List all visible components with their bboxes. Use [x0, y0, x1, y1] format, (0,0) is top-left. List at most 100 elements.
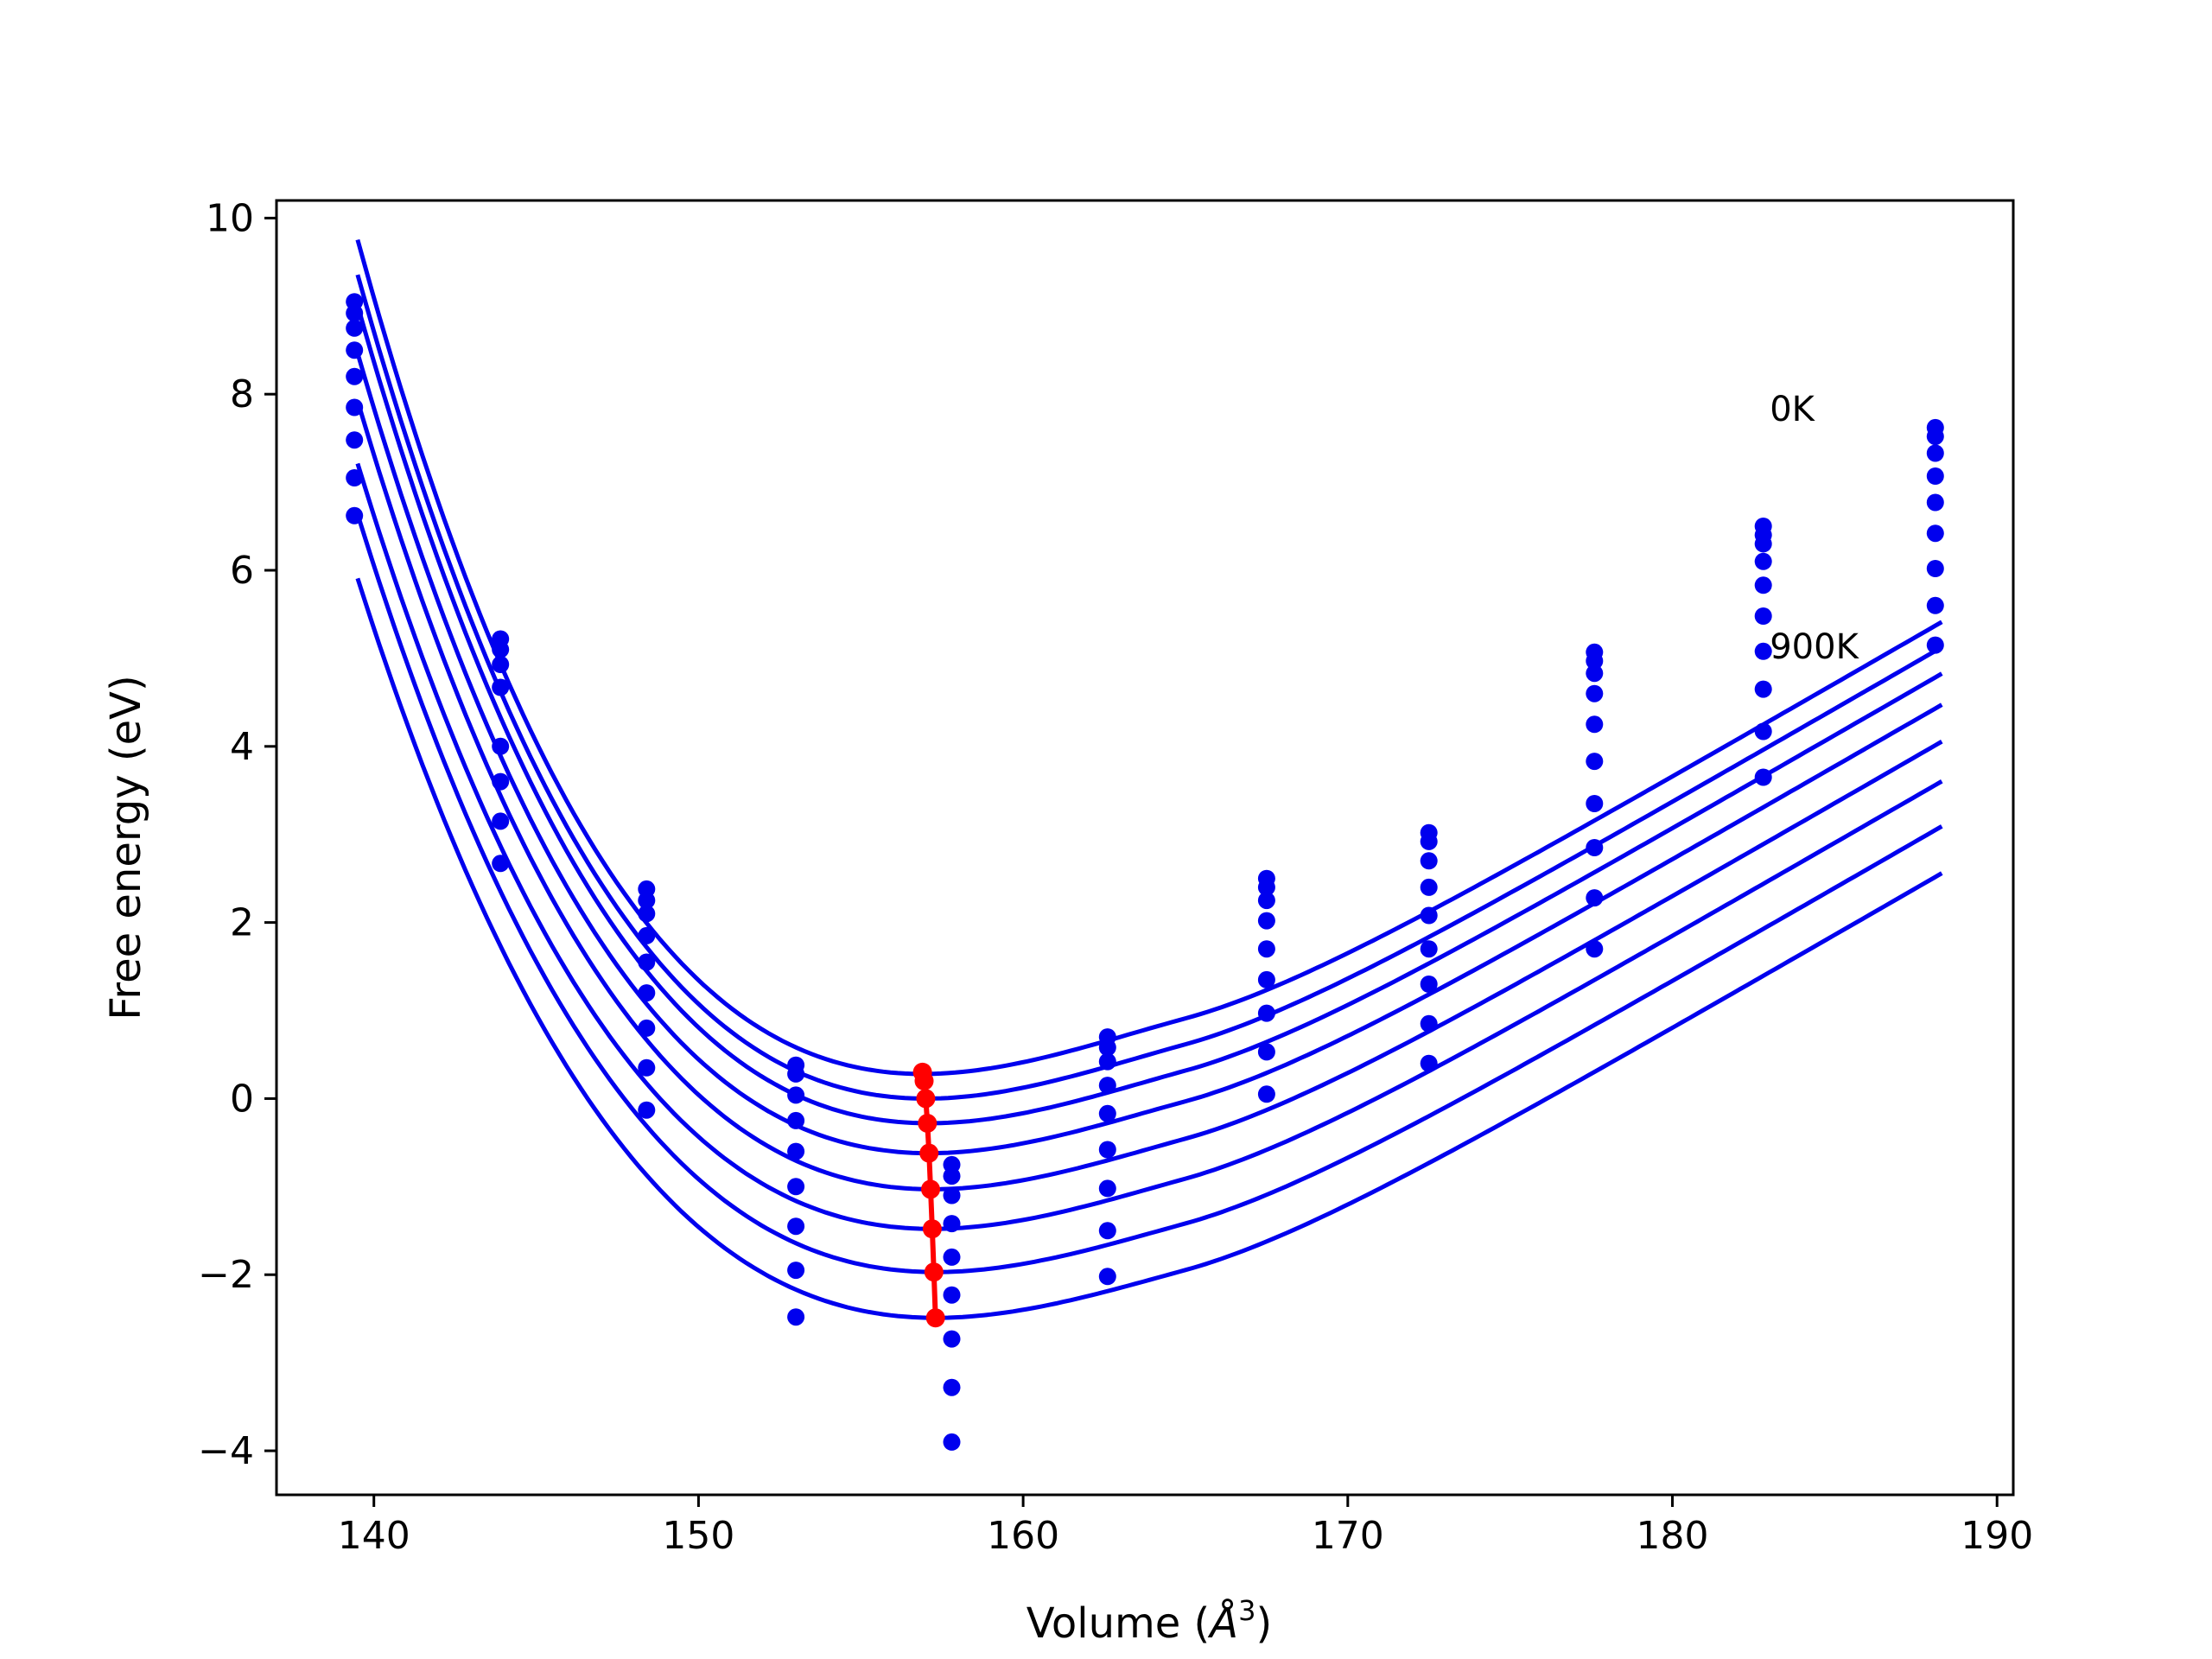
- data-point: [787, 1178, 805, 1196]
- data-point: [1098, 1052, 1116, 1071]
- minima-point: [914, 1071, 934, 1090]
- data-point: [787, 1308, 805, 1326]
- fit-curve-2: [355, 304, 1943, 1126]
- data-points: [346, 293, 1944, 1451]
- curve-annotation: 0K: [1770, 390, 1815, 429]
- data-point: [1257, 878, 1275, 896]
- fit-curve-4: [355, 400, 1943, 1192]
- data-point: [1098, 1039, 1116, 1057]
- data-point: [492, 855, 510, 873]
- data-point: [1754, 722, 1772, 741]
- data-point: [1420, 832, 1438, 850]
- data-point: [346, 431, 364, 449]
- minima-point: [921, 1179, 940, 1199]
- data-point: [1926, 524, 1944, 543]
- data-point: [787, 1262, 805, 1280]
- data-point: [346, 367, 364, 385]
- plot-frame: [275, 199, 2015, 1497]
- data-point: [1926, 467, 1944, 485]
- x-tick-label: 170: [1312, 1514, 1384, 1558]
- data-point: [638, 1019, 656, 1037]
- y-tick-label: −2: [198, 1253, 254, 1297]
- fit-curve-1: [355, 274, 1943, 1101]
- data-point: [1926, 560, 1944, 577]
- data-point: [1586, 715, 1604, 734]
- y-tick-label: 10: [206, 196, 254, 240]
- data-point: [943, 1433, 961, 1451]
- data-point: [1257, 1085, 1275, 1103]
- y-tick-label: 8: [230, 372, 254, 416]
- data-point: [1098, 1179, 1116, 1198]
- data-point: [638, 984, 656, 1002]
- fit-curve-5: [355, 462, 1943, 1231]
- data-point: [943, 1378, 961, 1396]
- data-point: [346, 469, 364, 486]
- data-point: [492, 812, 510, 830]
- x-tick-label: 160: [987, 1514, 1059, 1558]
- x-tick-label: 140: [338, 1514, 410, 1558]
- data-point: [1420, 878, 1438, 896]
- data-point: [1754, 768, 1772, 786]
- data-point: [1257, 1043, 1275, 1061]
- annotations: 0K 900K: [1770, 390, 1859, 667]
- y-axis-label: Free energy (eV): [102, 675, 150, 1020]
- fit-curve-3: [355, 353, 1943, 1156]
- y-axis: −4 −2 0 2 4 6 8 10: [198, 196, 276, 1473]
- data-point: [1754, 607, 1772, 625]
- data-point: [638, 953, 656, 971]
- data-point: [1420, 906, 1438, 925]
- minima-point: [924, 1262, 944, 1282]
- data-point: [1926, 493, 1944, 512]
- data-point: [346, 319, 364, 337]
- data-point: [638, 926, 656, 944]
- x-axis-label-exponent: 3: [1238, 1594, 1255, 1627]
- fit-curve-0: [355, 238, 1943, 1077]
- data-point: [1098, 1141, 1116, 1159]
- data-point: [1586, 940, 1604, 958]
- data-point: [1257, 1004, 1275, 1022]
- data-point: [492, 772, 510, 791]
- data-point: [346, 398, 364, 416]
- minima-point: [918, 1114, 938, 1133]
- y-tick-label: −4: [198, 1429, 254, 1473]
- data-point: [492, 737, 510, 755]
- data-point: [1098, 1268, 1116, 1286]
- data-point: [1754, 535, 1772, 553]
- data-point: [1257, 892, 1275, 910]
- data-point: [638, 905, 656, 923]
- x-tick-label: 190: [1961, 1514, 2033, 1558]
- data-point: [943, 1330, 961, 1348]
- data-point: [1926, 596, 1944, 614]
- data-point: [943, 1215, 961, 1233]
- y-tick-label: 2: [230, 901, 254, 945]
- data-point: [1257, 940, 1275, 958]
- data-point: [492, 656, 510, 673]
- data-point: [787, 1111, 805, 1129]
- data-point: [787, 1142, 805, 1160]
- x-axis: 140 150 160 170 180 190: [338, 1495, 2033, 1558]
- data-point: [1420, 940, 1438, 958]
- data-point: [1420, 1014, 1438, 1033]
- minima-point: [916, 1089, 936, 1109]
- data-point: [638, 892, 656, 910]
- data-point: [1586, 839, 1604, 856]
- data-point: [1926, 428, 1944, 446]
- data-point: [1420, 852, 1438, 870]
- data-point: [1754, 642, 1772, 660]
- data-point: [492, 678, 510, 696]
- y-tick-label: 6: [230, 549, 254, 593]
- data-point: [1586, 684, 1604, 702]
- x-axis-label-text: Volume (: [1027, 1599, 1211, 1648]
- data-point: [943, 1167, 961, 1185]
- data-point: [1257, 912, 1275, 930]
- data-point: [1586, 795, 1604, 812]
- minima-point: [922, 1219, 942, 1239]
- data-point: [1926, 444, 1944, 462]
- curve-annotation: 900K: [1770, 627, 1859, 667]
- data-point: [1754, 576, 1772, 594]
- data-point: [1098, 1222, 1116, 1240]
- x-axis-label-unit: Å: [1207, 1599, 1238, 1648]
- data-point: [1098, 1104, 1116, 1122]
